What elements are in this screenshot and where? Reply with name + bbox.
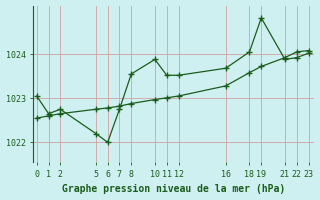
X-axis label: Graphe pression niveau de la mer (hPa): Graphe pression niveau de la mer (hPa)	[62, 184, 285, 194]
